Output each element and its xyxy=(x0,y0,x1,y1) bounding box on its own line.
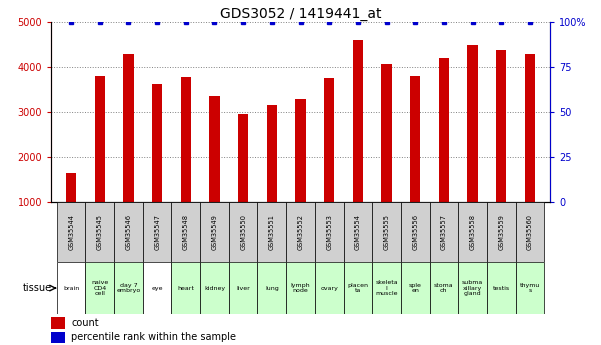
Bar xyxy=(353,40,363,202)
Bar xyxy=(152,84,162,202)
Bar xyxy=(114,202,143,262)
Text: GSM35552: GSM35552 xyxy=(297,214,304,250)
Text: heart: heart xyxy=(177,286,194,290)
Bar xyxy=(430,262,458,314)
Bar xyxy=(51,332,65,344)
Bar xyxy=(210,96,219,202)
Text: kidney: kidney xyxy=(204,286,225,290)
Bar xyxy=(143,202,171,262)
Bar xyxy=(286,202,315,262)
Text: stoma
ch: stoma ch xyxy=(434,283,454,294)
Bar xyxy=(516,202,544,262)
Bar xyxy=(51,317,65,329)
Text: eye: eye xyxy=(151,286,163,290)
Bar xyxy=(171,202,200,262)
Text: GSM35548: GSM35548 xyxy=(183,214,189,250)
Bar xyxy=(430,202,458,262)
Bar xyxy=(401,262,430,314)
Bar xyxy=(57,262,85,314)
Text: GSM35549: GSM35549 xyxy=(212,214,218,250)
Text: GSM35557: GSM35557 xyxy=(441,214,447,250)
Bar xyxy=(114,262,143,314)
Bar xyxy=(401,202,430,262)
Bar xyxy=(286,262,315,314)
Bar xyxy=(487,202,516,262)
Text: GSM35546: GSM35546 xyxy=(126,214,132,250)
Text: GSM35550: GSM35550 xyxy=(240,214,246,250)
Bar xyxy=(525,54,535,202)
Bar xyxy=(200,262,229,314)
Title: GDS3052 / 1419441_at: GDS3052 / 1419441_at xyxy=(220,7,381,21)
Text: percentile rank within the sample: percentile rank within the sample xyxy=(71,332,236,342)
Bar xyxy=(487,262,516,314)
Bar xyxy=(372,262,401,314)
Bar xyxy=(315,202,344,262)
Text: GSM35551: GSM35551 xyxy=(269,214,275,250)
Text: subma
xillary
gland: subma xillary gland xyxy=(462,280,483,296)
Text: GSM35560: GSM35560 xyxy=(527,214,533,250)
Bar xyxy=(410,76,420,202)
Bar xyxy=(123,54,133,202)
Text: naive
CD4
cell: naive CD4 cell xyxy=(91,280,108,296)
Bar xyxy=(344,262,372,314)
Text: GSM35558: GSM35558 xyxy=(469,214,475,250)
Text: GSM35547: GSM35547 xyxy=(154,214,160,250)
Text: GSM35553: GSM35553 xyxy=(326,214,332,250)
Bar xyxy=(458,262,487,314)
Text: liver: liver xyxy=(236,286,250,290)
Text: tissue: tissue xyxy=(22,283,52,293)
Text: GSM35554: GSM35554 xyxy=(355,214,361,250)
Text: day 7
embryо: day 7 embryо xyxy=(117,283,141,294)
Bar xyxy=(516,262,544,314)
Text: brain: brain xyxy=(63,286,79,290)
Bar xyxy=(171,262,200,314)
Bar xyxy=(324,78,334,202)
Bar xyxy=(439,58,449,202)
Text: lung: lung xyxy=(265,286,279,290)
Text: ovary: ovary xyxy=(320,286,338,290)
Text: testis: testis xyxy=(493,286,510,290)
Bar xyxy=(95,76,105,202)
Text: lymph
node: lymph node xyxy=(291,283,310,294)
Bar xyxy=(85,202,114,262)
Bar xyxy=(200,202,229,262)
Bar xyxy=(257,262,286,314)
Bar xyxy=(257,202,286,262)
Text: sple
en: sple en xyxy=(409,283,422,294)
Text: count: count xyxy=(71,318,99,328)
Bar xyxy=(344,202,372,262)
Text: GSM35555: GSM35555 xyxy=(383,214,389,250)
Bar xyxy=(143,262,171,314)
Bar xyxy=(315,262,344,314)
Bar xyxy=(468,45,478,202)
Text: GSM35545: GSM35545 xyxy=(97,214,103,250)
Text: placen
ta: placen ta xyxy=(347,283,368,294)
Text: GSM35544: GSM35544 xyxy=(68,214,74,250)
Bar xyxy=(229,202,257,262)
Text: GSM35559: GSM35559 xyxy=(498,214,504,250)
Text: GSM35556: GSM35556 xyxy=(412,214,418,250)
Bar xyxy=(66,173,76,202)
Bar xyxy=(458,202,487,262)
Bar xyxy=(57,202,85,262)
Bar xyxy=(296,99,305,202)
Bar xyxy=(267,105,277,202)
Bar xyxy=(372,202,401,262)
Bar xyxy=(181,77,191,202)
Bar xyxy=(496,50,506,202)
Bar xyxy=(229,262,257,314)
Text: thymu
s: thymu s xyxy=(520,283,540,294)
Bar xyxy=(238,114,248,202)
Text: skeleta
l
muscle: skeleta l muscle xyxy=(375,280,398,296)
Bar xyxy=(85,262,114,314)
Bar xyxy=(382,64,391,202)
